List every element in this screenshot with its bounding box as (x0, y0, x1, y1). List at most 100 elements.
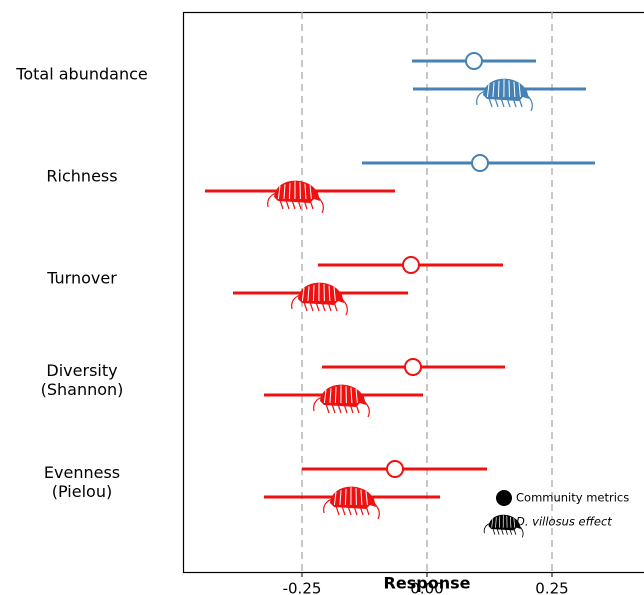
amphipod-point (291, 282, 348, 316)
amphipod-leg (500, 528, 504, 535)
amphipod-point (313, 384, 370, 418)
amphipod-segment (486, 83, 490, 98)
amphipod-body (298, 282, 344, 305)
amphipod-leg (359, 505, 364, 516)
amphipod-segment (304, 183, 307, 200)
amphipod-segment (513, 81, 516, 98)
amphipod-antenna (476, 90, 533, 112)
amphipod-leg (309, 301, 314, 312)
amphipod-leg (291, 199, 296, 210)
amphipod-leg (506, 97, 511, 108)
y-tick-label: Diversity (Shannon) (40, 361, 124, 399)
amphipod-segment (365, 491, 368, 506)
amphipod-leg (349, 403, 354, 414)
point (471, 154, 489, 172)
amphipod-antenna (313, 396, 370, 418)
y-tick-label: Richness (46, 166, 118, 186)
amphipod-leg (355, 403, 360, 414)
amphipod-segment (333, 287, 336, 302)
amphipod-segment (309, 185, 312, 200)
amphipod-leg (331, 403, 336, 414)
point (402, 256, 420, 274)
amphipod-leg (341, 505, 346, 516)
amphipod-body (274, 180, 320, 203)
y-tick-label: Evenness (Pielou) (43, 463, 121, 501)
amphipod-leg (365, 505, 370, 516)
amphipod-leg (297, 199, 302, 210)
amphipod-body (488, 514, 521, 531)
amphipod-leg (500, 97, 505, 108)
amphipod-segment (301, 287, 305, 302)
x-tick-label: 0.00 (410, 580, 443, 595)
point (386, 460, 404, 478)
amphipod-segment (323, 389, 327, 404)
x-axis-label: Response (384, 574, 471, 593)
amphipod-segment (497, 80, 500, 98)
amphipod-segment (312, 284, 315, 302)
amphipod-segment (344, 488, 347, 506)
amphipod-segment (283, 184, 286, 200)
point (404, 358, 422, 376)
amphipod-leg (518, 97, 523, 108)
amphipod-segment (518, 83, 521, 98)
legend-label: Community metrics (516, 491, 629, 505)
amphipod-antenna (267, 192, 324, 214)
amphipod-leg (333, 301, 338, 312)
legend-marker (496, 490, 512, 506)
amphipod-leg (315, 301, 320, 312)
amphipod-leg (353, 505, 358, 516)
amphipod-segment (329, 388, 332, 404)
amphipod-leg (279, 199, 284, 210)
y-tick-label: Turnover (47, 268, 117, 288)
amphipod-segment (360, 489, 363, 506)
amphipod-segment (492, 82, 495, 98)
amphipod-segment (495, 517, 497, 528)
legend-label: D. villosus effect (516, 515, 612, 529)
amphipod-leg (327, 301, 332, 312)
amphipod-segment (328, 285, 331, 302)
x-tick-label: 0.25 (535, 580, 568, 595)
amphipod-leg (303, 301, 308, 312)
plot-frame (182, 11, 644, 574)
amphipod-leg (494, 97, 499, 108)
amphipod-leg (309, 199, 314, 210)
amphipod-segment (491, 518, 494, 528)
amphipod-leg (496, 528, 500, 535)
amphipod-segment (333, 491, 337, 506)
amphipod-leg (347, 505, 352, 516)
amphipod-leg (513, 528, 517, 535)
legend-marker (483, 514, 524, 538)
amphipod-antenna (483, 523, 524, 538)
amphipod-segment (277, 185, 281, 200)
amphipod-antenna (323, 498, 380, 520)
amphipod-segment (350, 387, 353, 404)
amphipod-leg (505, 528, 508, 535)
amphipod-leg (343, 403, 348, 414)
amphipod-segment (334, 386, 337, 404)
amphipod-segment (288, 182, 291, 200)
amphipod-leg (509, 528, 513, 535)
amphipod-body (483, 78, 529, 101)
amphipod-leg (285, 199, 290, 210)
amphipod-point (476, 78, 533, 112)
y-tick-label: Total abundance (16, 64, 148, 84)
amphipod-leg (335, 505, 340, 516)
amphipod-body (330, 486, 376, 509)
amphipod-leg (303, 199, 308, 210)
amphipod-antenna (291, 294, 348, 316)
amphipod-leg (492, 528, 496, 535)
amphipod-leg (512, 97, 517, 108)
amphipod-leg (321, 301, 326, 312)
amphipod-point (267, 180, 324, 214)
amphipod-leg (488, 97, 493, 108)
point (465, 52, 483, 70)
amphipod-segment (355, 389, 358, 404)
x-tick-label: -0.25 (283, 580, 322, 595)
amphipod-segment (339, 490, 342, 506)
amphipod-leg (325, 403, 330, 414)
amphipod-segment (307, 286, 310, 302)
amphipod-leg (337, 403, 342, 414)
amphipod-body (320, 384, 366, 407)
